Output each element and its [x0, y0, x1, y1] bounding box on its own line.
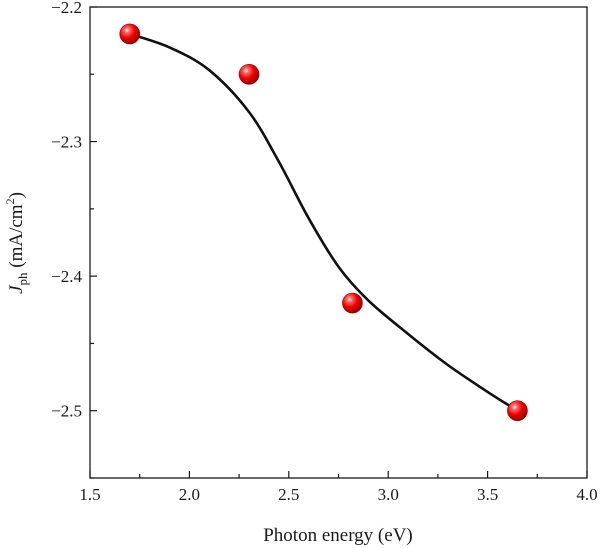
y-tick-label: −2.3	[51, 133, 82, 152]
y-tick-label: −2.2	[51, 0, 82, 17]
fit-curve	[129, 32, 519, 412]
x-axis-tick-labels: 1.5 2.0 2.5 3.0 3.5 4.0	[79, 485, 597, 504]
data-point	[119, 23, 141, 45]
data-point	[238, 63, 260, 85]
y-axis-ticks	[90, 6, 97, 479]
data-points	[119, 23, 528, 422]
x-tick-label: 2.5	[278, 485, 299, 504]
x-tick-label: 3.5	[477, 485, 498, 504]
x-tick-label: 3.0	[378, 485, 399, 504]
data-point	[342, 292, 363, 314]
x-tick-label: 4.0	[576, 485, 597, 504]
y-axis-symbol: J	[6, 284, 27, 294]
x-axis-ticks	[89, 471, 588, 478]
y-axis-unit-superscript: 2	[3, 198, 17, 204]
y-axis-unit: (mA/cm	[6, 204, 27, 272]
y-tick-label: −2.5	[51, 402, 82, 421]
data-point	[507, 400, 528, 422]
y-axis-unit-close: )	[6, 192, 27, 198]
y-axis-tick-labels: −2.2 −2.3 −2.4 −2.5	[51, 0, 82, 421]
x-tick-label: 2.0	[179, 485, 200, 504]
y-axis-title: Jph (mA/cm2)	[3, 192, 30, 294]
x-tick-label: 1.5	[79, 485, 100, 504]
y-axis-subscript: ph	[15, 272, 30, 286]
x-axis-title: Photon energy (eV)	[263, 525, 413, 546]
y-tick-label: −2.4	[51, 267, 82, 286]
